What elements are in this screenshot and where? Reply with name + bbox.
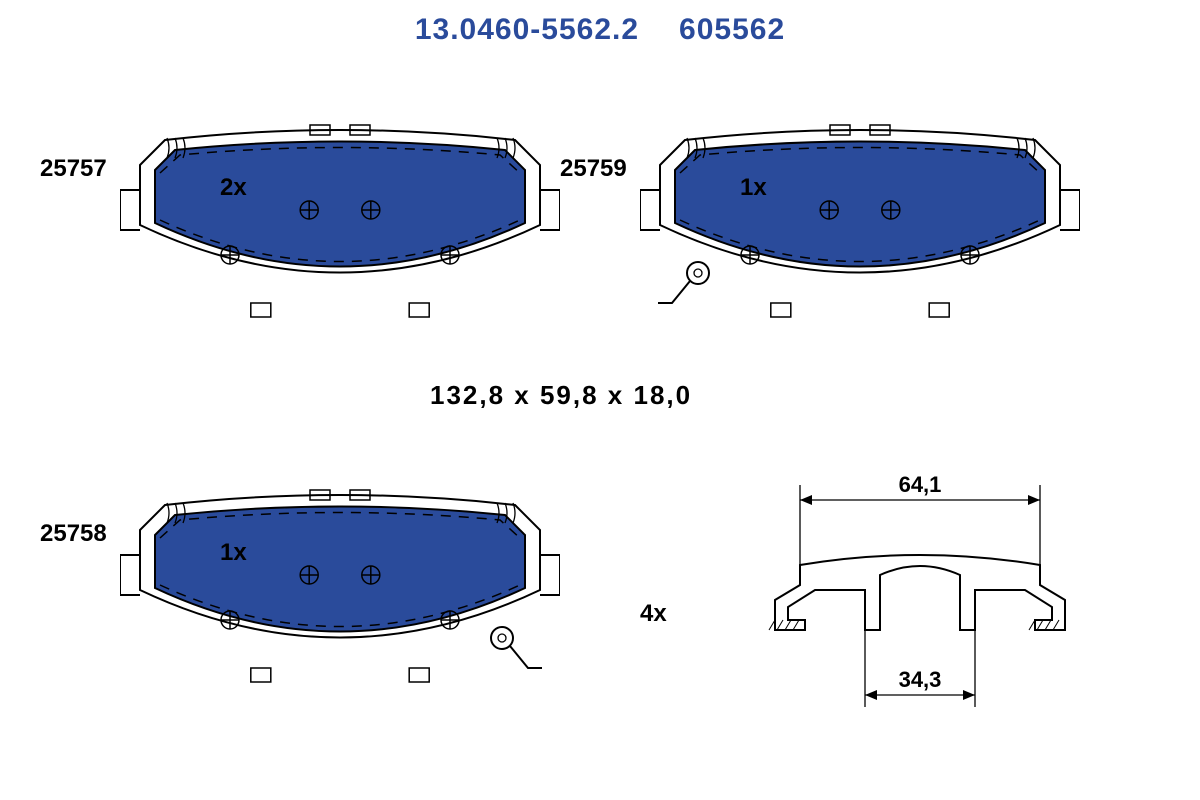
pad-ref-1: 25759 — [560, 155, 627, 183]
clip-diagram: 64,1 34,3 — [680, 470, 1120, 730]
brake-pad-1: 1x — [640, 95, 1080, 335]
svg-text:1x: 1x — [220, 539, 247, 566]
pad-ref-0: 25757 — [40, 155, 107, 183]
svg-text:64,1: 64,1 — [899, 472, 942, 497]
brake-pad-2: 1x — [120, 460, 560, 700]
header: 13.0460-5562.2 605562 — [0, 0, 1200, 60]
part-number: 13.0460-5562.2 — [415, 13, 639, 47]
dimensions: 132,8 x 59,8 x 18,0 — [430, 380, 692, 411]
svg-text:1x: 1x — [740, 174, 767, 201]
svg-text:2x: 2x — [220, 174, 247, 201]
pad-ref-2: 25758 — [40, 520, 107, 548]
clip-qty: 4x — [640, 600, 667, 628]
brake-pad-0: 2x — [120, 95, 560, 335]
short-code: 605562 — [679, 13, 785, 47]
svg-text:34,3: 34,3 — [899, 667, 942, 692]
